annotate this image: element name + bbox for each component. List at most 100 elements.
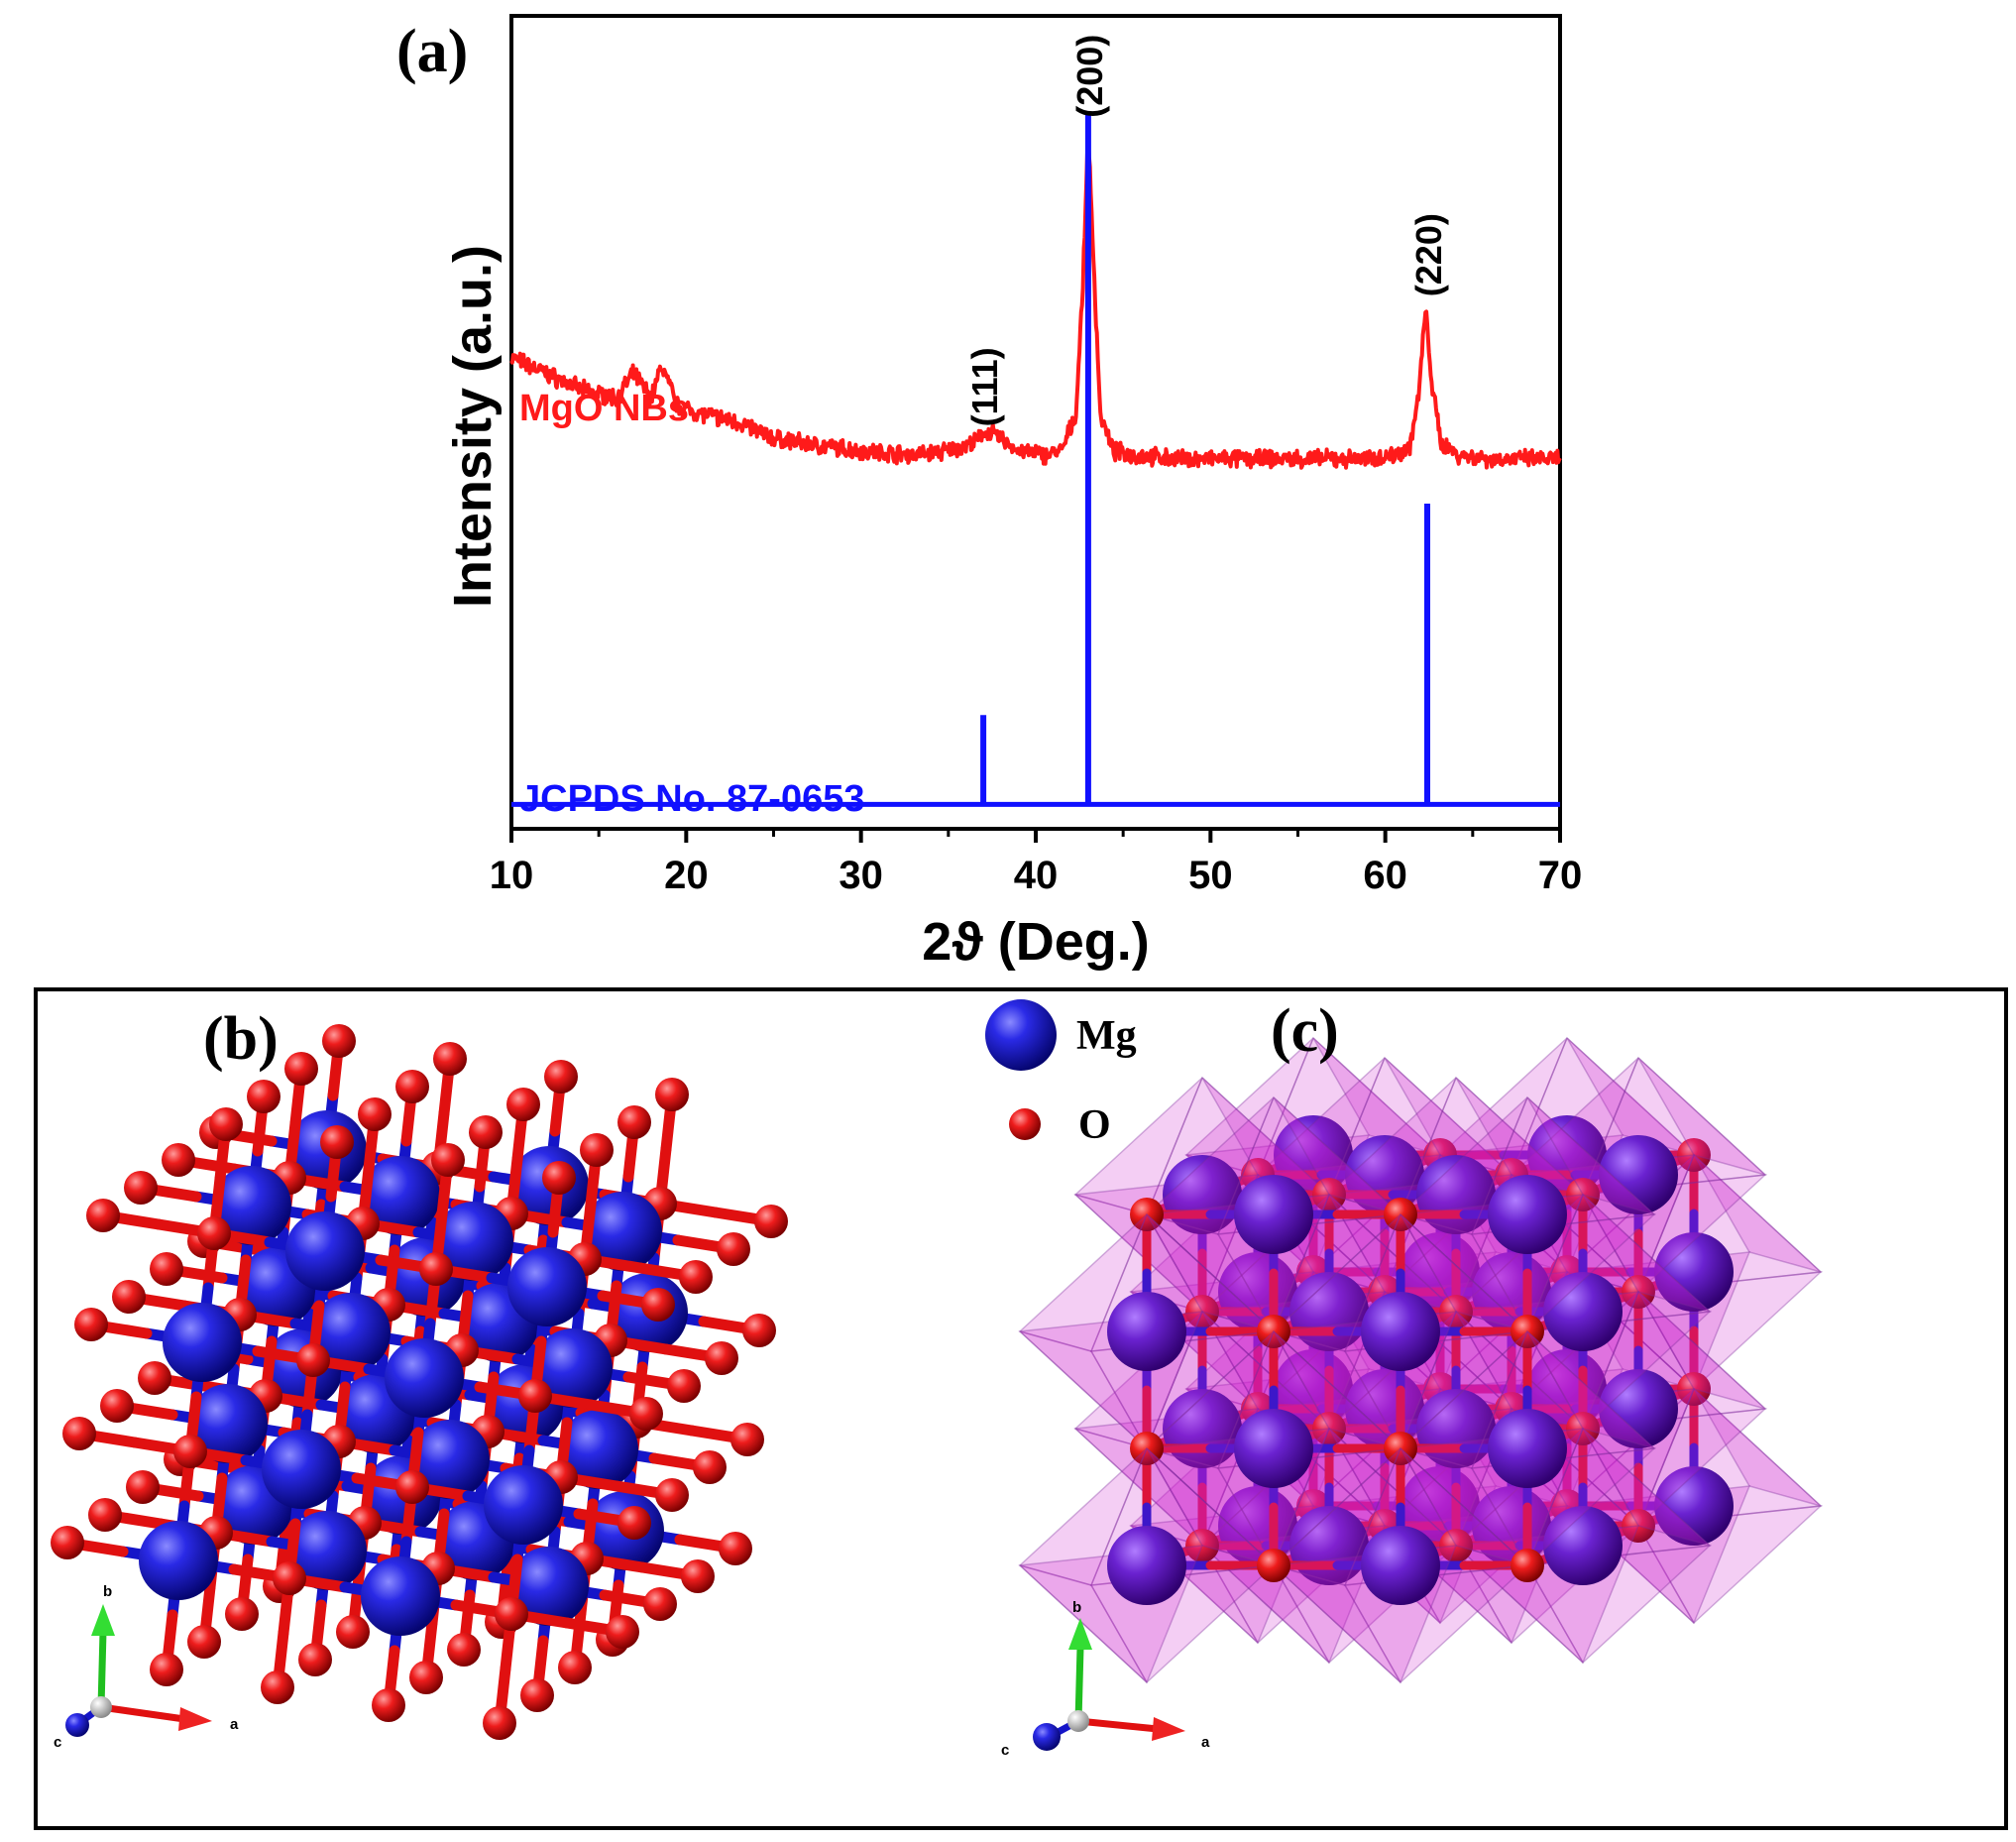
o-atom <box>483 1706 516 1740</box>
o-atom <box>124 1171 158 1205</box>
mg-atom <box>287 1511 367 1590</box>
o-atom <box>495 1597 528 1631</box>
x-tick-label: 60 <box>1363 854 1407 897</box>
o-atom <box>150 1252 183 1286</box>
octahedron-face <box>1019 1564 1148 1683</box>
octahedron-face <box>1637 1291 1766 1410</box>
o-atom <box>100 1389 134 1423</box>
mg-atom <box>583 1192 662 1271</box>
octahedron-face <box>1582 1428 1711 1547</box>
mg-atom <box>1361 1292 1440 1371</box>
mg-atom <box>1361 1526 1440 1605</box>
mg-atom <box>1234 1409 1313 1488</box>
polyhedral-panel: (c) b a c <box>1001 997 1824 1759</box>
axis-c-label-c: c <box>1001 1742 1009 1759</box>
octahedron-face <box>1273 1564 1401 1683</box>
reference-series-label: JCPDS No. 87-0653 <box>519 778 865 820</box>
o-atom <box>433 1042 467 1076</box>
octahedron-face <box>1328 1194 1457 1313</box>
octahedron-face <box>1146 1213 1275 1332</box>
octahedron-face <box>1400 1447 1528 1566</box>
o-atom <box>112 1280 146 1314</box>
o-atom <box>606 1615 639 1649</box>
o-atom <box>296 1343 330 1377</box>
o-atom <box>1130 1432 1164 1465</box>
axis-b-label-b: b <box>103 1583 112 1600</box>
octahedron-face <box>1273 1330 1401 1449</box>
x-axis-ticks: 10 20 30 40 50 60 70 <box>490 829 1582 897</box>
ball-stick-panel: (b) b a c <box>51 1005 788 1751</box>
mg-atom <box>533 1328 613 1408</box>
mg-atom <box>1654 1466 1734 1546</box>
mg-atom <box>311 1293 391 1372</box>
panel-c-label: (c) <box>1271 997 1339 1065</box>
o-atom <box>1566 1178 1600 1211</box>
o-atom <box>1384 1198 1417 1231</box>
mg-atom <box>1543 1506 1623 1585</box>
rock-salt-ball-stick-model <box>51 1024 788 1740</box>
o-atom <box>247 1080 280 1113</box>
o-atom <box>162 1143 195 1177</box>
octahedron-face <box>1582 1194 1711 1313</box>
o-legend-label: O <box>1078 1102 1111 1148</box>
octahedron-face <box>1400 1213 1528 1332</box>
mg-legend-label: Mg <box>1076 1013 1137 1059</box>
octahedron-face <box>1400 1213 1528 1332</box>
o-atom <box>150 1653 183 1686</box>
octahedron-face <box>1273 1330 1401 1449</box>
mg-atom <box>385 1338 464 1418</box>
o-legend-sphere <box>1009 1108 1041 1140</box>
mg-atom <box>212 1166 291 1245</box>
octahedron-face <box>1328 1428 1457 1547</box>
o-atom <box>320 1125 354 1159</box>
o-atom <box>1312 1412 1346 1445</box>
o-atom <box>558 1651 592 1684</box>
o-atom <box>518 1379 552 1413</box>
axis-b-label-c: c <box>54 1734 61 1751</box>
o-atom <box>1622 1509 1655 1543</box>
octahedron-face <box>1455 1545 1584 1664</box>
octahedron-face <box>1526 1330 1655 1449</box>
mg-atom <box>163 1303 242 1382</box>
octahedron-face <box>1399 1330 1528 1469</box>
mg-atom <box>1107 1526 1186 1605</box>
mg-atom <box>1107 1292 1186 1371</box>
o-atom <box>1185 1295 1219 1328</box>
mg-atom <box>1599 1135 1678 1214</box>
o-atom <box>1566 1412 1600 1445</box>
o-atom <box>138 1361 171 1395</box>
mg-atom <box>1654 1232 1734 1312</box>
o-atom <box>542 1161 576 1195</box>
o-atom <box>261 1670 294 1704</box>
o-atom <box>197 1216 231 1250</box>
o-atom <box>395 1470 429 1504</box>
peak-label: (200) <box>1069 35 1110 118</box>
mg-atom <box>1488 1175 1567 1254</box>
o-atom <box>88 1498 122 1532</box>
o-atom <box>730 1423 764 1456</box>
axis-indicator-b: b a c <box>54 1583 239 1751</box>
o-atom <box>1622 1275 1655 1309</box>
measured-series-label: MgO NBs <box>519 388 689 429</box>
octahedron-face <box>1526 1096 1655 1215</box>
o-atom <box>409 1661 443 1694</box>
x-tick-label: 40 <box>1014 854 1059 897</box>
o-atom <box>395 1070 429 1103</box>
o-atom <box>681 1559 715 1593</box>
o-atom <box>754 1205 788 1238</box>
o-atom <box>655 1478 689 1512</box>
octahedron-face <box>1201 1545 1330 1664</box>
o-atom <box>520 1678 554 1712</box>
o-atom <box>617 1105 651 1139</box>
o-atom <box>187 1625 221 1659</box>
o-atom <box>51 1526 84 1559</box>
o-atom <box>742 1314 776 1347</box>
octahedron-face <box>1146 1213 1275 1332</box>
x-tick-label: 20 <box>664 854 709 897</box>
x-tick-label: 30 <box>839 854 883 897</box>
octahedron-face <box>1272 1213 1401 1352</box>
o-atom <box>1677 1372 1711 1406</box>
o-atom <box>372 1688 405 1722</box>
octahedron-face <box>1272 1447 1401 1586</box>
